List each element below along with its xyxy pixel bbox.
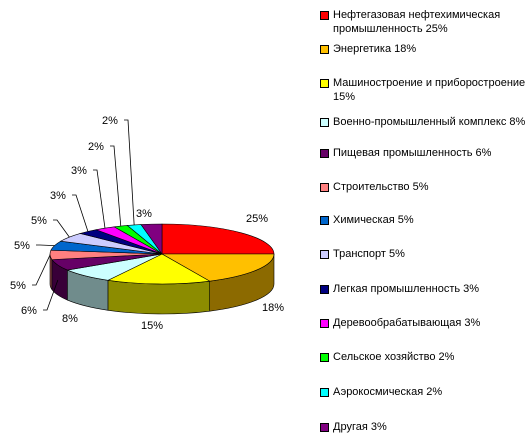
data-label: 15% bbox=[141, 320, 163, 332]
data-label: 8% bbox=[62, 313, 78, 325]
legend-swatch bbox=[320, 149, 329, 158]
pie-slice bbox=[161, 223, 275, 255]
legend-label: Химическая 5% bbox=[333, 214, 414, 226]
legend-swatch bbox=[320, 388, 329, 397]
legend-label: Легкая промышленность 3% bbox=[333, 283, 480, 295]
legend-swatch bbox=[320, 250, 329, 259]
legend-swatch bbox=[320, 45, 329, 54]
data-label: 5% bbox=[10, 280, 26, 292]
legend-label: Энергетика 18% bbox=[333, 43, 417, 55]
legend-label: Сельское хозяйство 2% bbox=[333, 351, 455, 363]
data-label: 3% bbox=[50, 190, 66, 202]
legend-label: Нефтегазовая нефтехимическая промышленно… bbox=[333, 9, 501, 35]
data-label: 3% bbox=[136, 208, 152, 220]
data-label: 5% bbox=[14, 240, 30, 252]
data-label: 3% bbox=[71, 165, 87, 177]
legend-label: Транспорт 5% bbox=[333, 248, 405, 260]
label-leader-line bbox=[53, 219, 70, 238]
legend-swatch bbox=[320, 11, 329, 20]
label-leader-line bbox=[124, 119, 135, 225]
legend-swatch bbox=[320, 423, 329, 432]
label-leader-line bbox=[110, 145, 122, 227]
data-label: 2% bbox=[88, 141, 104, 153]
legend-label: Машиностроение и приборостроение 15% bbox=[333, 77, 526, 103]
legend-label: Аэрокосмическая 2% bbox=[333, 386, 443, 398]
label-leader-line bbox=[32, 254, 51, 286]
label-leader-line bbox=[43, 279, 59, 311]
legend-label: Военно-промышленный комплекс 8% bbox=[333, 116, 526, 128]
pie-slice-side bbox=[107, 279, 210, 315]
data-label: 18% bbox=[262, 302, 284, 314]
legend-swatch bbox=[320, 118, 329, 127]
legend-swatch bbox=[320, 183, 329, 192]
legend-swatch bbox=[320, 285, 329, 294]
label-leader-line bbox=[72, 194, 89, 232]
pie-slice bbox=[160, 253, 275, 282]
data-label: 6% bbox=[21, 305, 37, 317]
pie-slice bbox=[107, 253, 211, 285]
legend-swatch bbox=[320, 353, 329, 362]
legend-label: Деревообрабатывающая 3% bbox=[333, 317, 481, 329]
data-label: 25% bbox=[246, 213, 268, 225]
legend-label: Пищевая промышленность 6% bbox=[333, 147, 492, 159]
legend-label: Строительство 5% bbox=[333, 181, 429, 193]
legend-swatch bbox=[320, 79, 329, 88]
data-label: 2% bbox=[102, 115, 118, 127]
pie-slice bbox=[140, 223, 163, 255]
label-leader-line bbox=[36, 244, 55, 247]
data-label: 5% bbox=[31, 215, 47, 227]
label-leader-line bbox=[93, 169, 106, 229]
legend-swatch bbox=[320, 216, 329, 225]
legend-label: Другая 3% bbox=[333, 421, 387, 433]
legend-swatch bbox=[320, 319, 329, 328]
